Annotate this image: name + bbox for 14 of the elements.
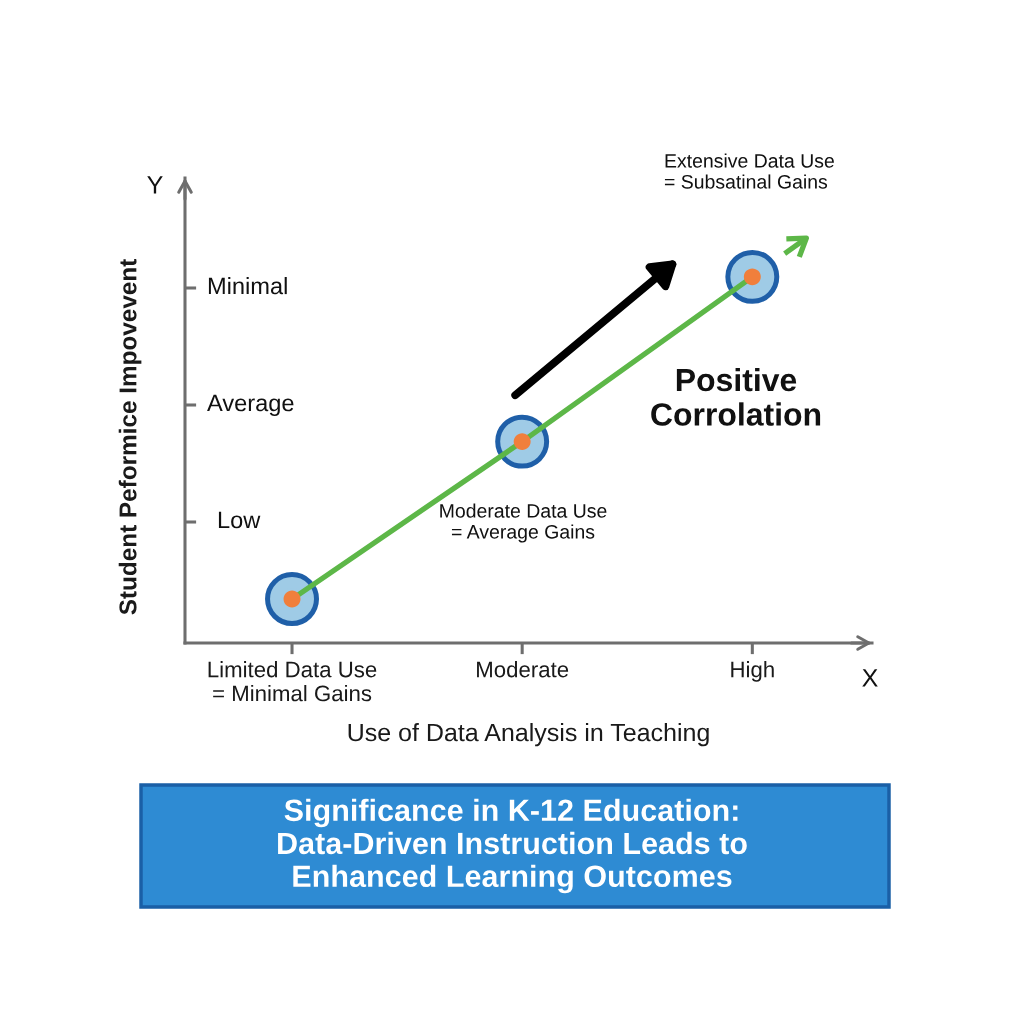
annotation: Minimal	[208, 276, 287, 295]
x-axis-title: Use of Data Analysis in Teaching	[348, 722, 709, 747]
annotation: Moderate Data Use = Average Gains	[440, 503, 607, 543]
text: Significance in K-12 Education: Data-Driven Instruction Leads to Enhanced Learning Outcomes	[278, 798, 747, 894]
text: Y	[147, 176, 163, 194]
annotation: Low	[218, 511, 261, 529]
text: X	[862, 669, 878, 687]
x-tick-label: Moderate	[477, 661, 569, 678]
x-tick-label: High	[731, 661, 774, 682]
text: Extensive Data Use = Subsatinal Gains	[664, 153, 834, 189]
annotation: Average	[207, 394, 294, 416]
x-tick-label: Limited Data Use = Minimal Gains	[208, 661, 377, 702]
annotation: Positive Corrolation	[651, 367, 821, 426]
y-axis-title: Student Peformice Impovevent	[118, 259, 142, 615]
